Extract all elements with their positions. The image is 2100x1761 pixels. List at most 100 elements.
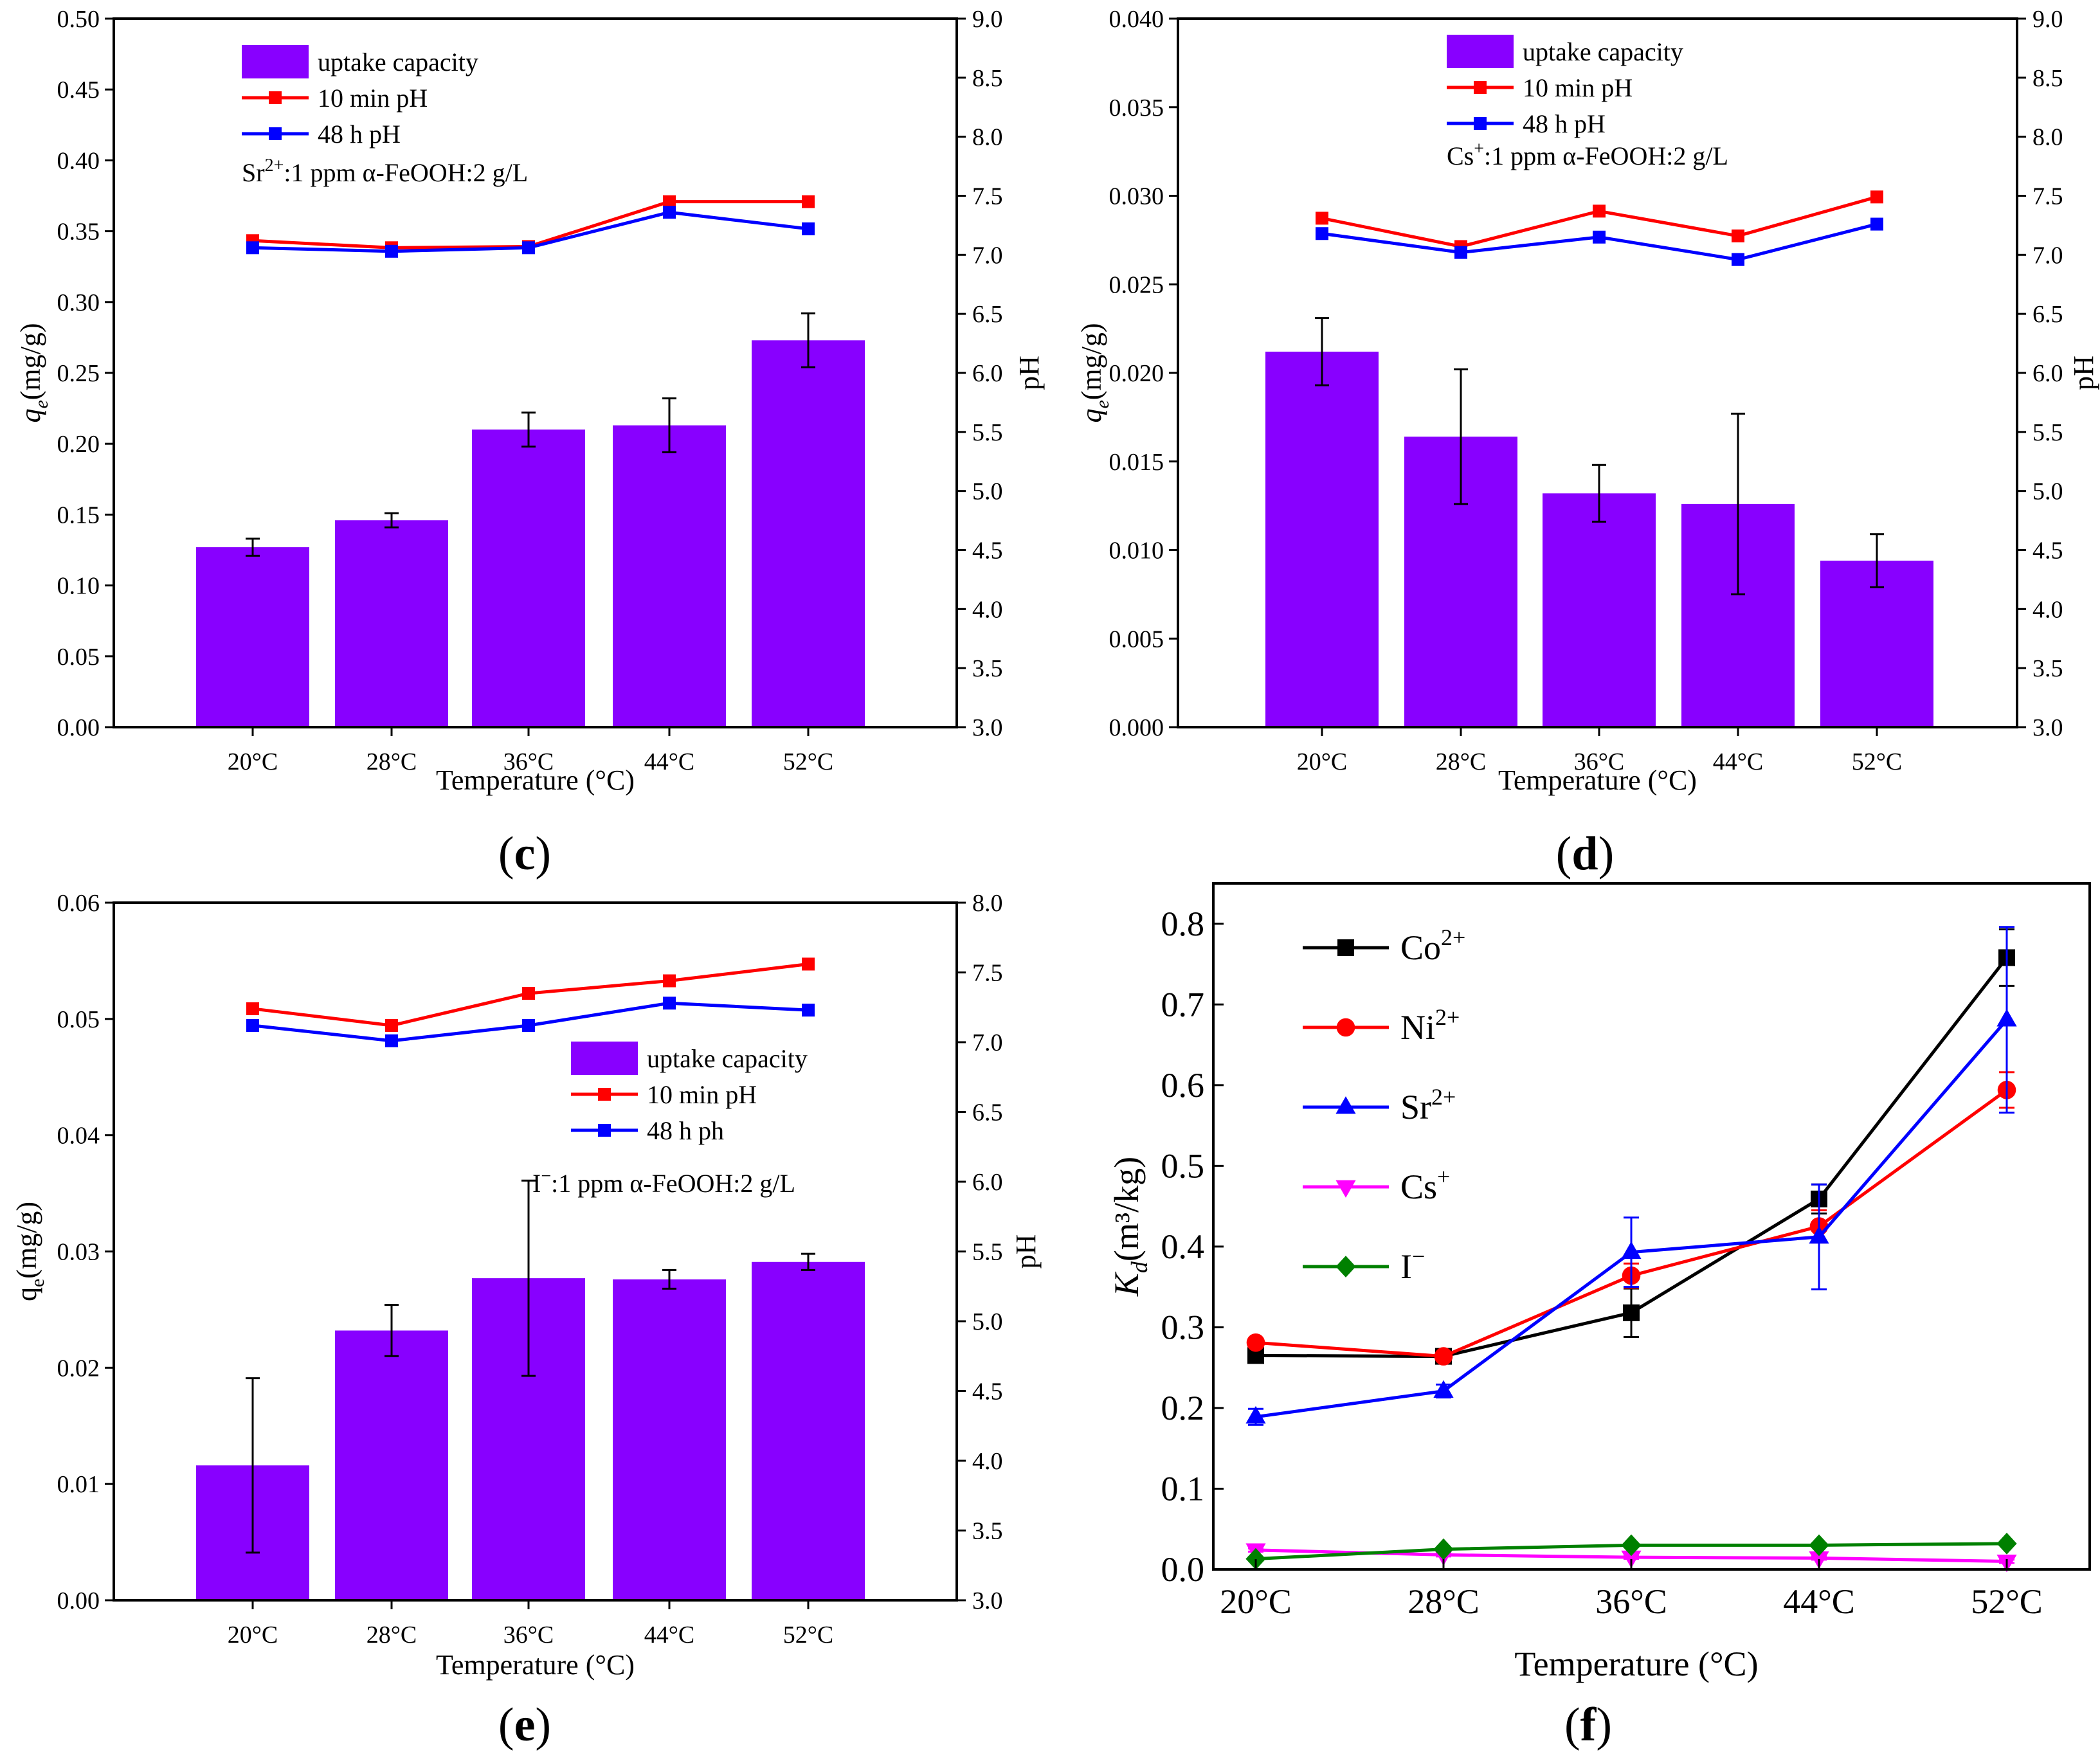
y-tick-label: 0.1 (1161, 1469, 1205, 1508)
data-point-4-4 (1996, 1532, 2017, 1555)
y2-tick-label: 4.5 (972, 537, 1003, 564)
legend-marker (1335, 1180, 1356, 1198)
legend: uptake capacity 10 min pH 48 h pH (242, 45, 478, 149)
x-tick-label: 36°C (1574, 748, 1625, 775)
bar-error-d-0 (1315, 317, 1329, 386)
y-tick-label: 0.45 (57, 77, 100, 104)
legend-label: uptake capacity (1523, 37, 1683, 66)
y-axis-title: qe(mg/g) (11, 1202, 48, 1301)
y-tick-label: 0.10 (57, 573, 100, 600)
y2-tick-label: 4.0 (972, 1448, 1003, 1475)
y2-tick-label: 4.5 (2032, 537, 2063, 564)
x-tick-label: 44°C (1783, 1582, 1855, 1621)
x-tick-label: 28°C (1436, 748, 1487, 775)
y-tick-label: 0.0 (1161, 1550, 1205, 1589)
ph-point-e-0-4 (802, 957, 815, 971)
panel-label: (d) (1556, 827, 1614, 880)
y2-tick-label: 8.0 (972, 124, 1003, 151)
y-tick-label: 0.8 (1161, 905, 1205, 943)
annotation: Sr2+:1 ppm α-FeOOH:2 g/L (242, 156, 528, 187)
bar-error-c-3 (662, 397, 676, 453)
legend-marker (1474, 81, 1487, 94)
chart-panel-d: 0.000 0.005 0.010 0.015 0.020 0.025 0.030 0.035… (1076, 6, 2099, 880)
bar-error-c-4 (801, 312, 815, 368)
y2-axis-title: pH (2068, 356, 2099, 390)
y2-tick-label: 8.5 (972, 65, 1003, 92)
x-tick-label: 44°C (644, 1621, 695, 1648)
panel-label: (f) (1564, 1699, 1612, 1751)
legend: Co2+ Ni2+ Sr2+ Cs+ I− (1303, 925, 1465, 1286)
data-point-4-1 (1433, 1538, 1454, 1560)
ph-point-e-0-3 (663, 974, 676, 988)
chart-panel-c: 0.00 0.05 0.10 0.15 0.20 0.25 0.30 0.35 0.40 0.45… (15, 6, 1045, 880)
x-tick-label: 20°C (228, 748, 278, 775)
bar-c-1 (335, 520, 448, 727)
y2-tick-label: 9.0 (2032, 6, 2063, 33)
y-axis-title: Kd(m³/kg) (1107, 1157, 1152, 1297)
legend-label: 10 min pH (647, 1080, 757, 1109)
legend-label: Co2+ (1400, 925, 1465, 967)
y2-axis-title: pH (1013, 356, 1045, 390)
bar-c-4 (752, 340, 865, 727)
y-tick-label: 0.00 (57, 1587, 100, 1614)
bar-error-d-3 (1731, 412, 1745, 595)
x-tick-label: 52°C (1971, 1582, 2043, 1621)
ph-point-c-1-1 (385, 244, 398, 258)
legend-label: uptake capacity (647, 1044, 808, 1073)
x-axis-title: Temperature (°C) (436, 764, 635, 796)
y-axis-title: qe(mg/g) (1076, 323, 1113, 422)
y2-tick-label: 3.0 (2032, 714, 2063, 741)
ph-point-d-1-3 (1732, 253, 1744, 266)
x-tick-label: 44°C (644, 748, 695, 775)
y2-tick-label: 7.0 (2032, 242, 2063, 269)
y-tick-label: 0.3 (1161, 1308, 1205, 1346)
ph-point-c-1-3 (663, 206, 676, 219)
y2-tick-label: 7.5 (972, 183, 1003, 210)
y2-tick-label: 7.5 (2032, 183, 2063, 210)
y2-tick-label: 5.5 (972, 1239, 1003, 1266)
y-tick-label: 0.05 (57, 1006, 100, 1033)
legend-marker (269, 91, 282, 104)
legend-label: 48 h pH (318, 120, 401, 149)
bar-d-2 (1543, 493, 1656, 727)
legend-label: Cs+ (1400, 1164, 1450, 1206)
y-tick-label: 0.15 (57, 501, 100, 528)
legend-label: 10 min pH (1523, 73, 1633, 102)
y-tick-label: 0.035 (1109, 95, 1164, 122)
legend-label: Sr2+ (1400, 1084, 1456, 1126)
legend-label: 48 h ph (647, 1116, 724, 1145)
ph-point-d-0-2 (1593, 204, 1606, 218)
bar-error-d-4 (1870, 533, 1884, 588)
x-tick-label: 28°C (367, 1621, 417, 1648)
ph-point-d-0-0 (1316, 212, 1328, 225)
y-tick-label: 0.000 (1109, 714, 1164, 741)
legend-marker (1336, 1018, 1355, 1037)
x-tick-label: 20°C (1297, 748, 1348, 775)
y-tick-label: 0.02 (57, 1355, 100, 1382)
ph-point-d-1-2 (1593, 230, 1606, 244)
x-tick-label: 20°C (1220, 1582, 1292, 1621)
y-tick-label: 0.6 (1161, 1066, 1205, 1105)
bar-error-e-0 (246, 1377, 260, 1554)
data-point-0-2 (1623, 1304, 1640, 1321)
data-point-2-0 (1245, 1405, 1266, 1424)
data-point-2-2 (1621, 1241, 1642, 1260)
ph-point-e-1-0 (246, 1018, 259, 1032)
ph-point-c-0-3 (663, 195, 676, 208)
y2-tick-label: 4.0 (972, 596, 1003, 623)
legend-label: 10 min pH (318, 84, 428, 113)
bar-error-c-2 (521, 411, 536, 448)
data-point-4-2 (1621, 1534, 1642, 1557)
bar-error-e-4 (801, 1252, 815, 1271)
y2-tick-label: 7.0 (972, 242, 1003, 269)
x-tick-label: 28°C (1408, 1582, 1480, 1621)
y-tick-label: 0.030 (1109, 183, 1164, 210)
y-tick-label: 0.04 (57, 1123, 100, 1150)
legend-bar-swatch (1447, 35, 1514, 68)
bar-e-1 (335, 1330, 448, 1600)
ph-point-e-0-2 (522, 987, 535, 1000)
bar-error-e-1 (385, 1304, 399, 1357)
y-tick-label: 0.35 (57, 219, 100, 246)
bar-error-c-1 (385, 512, 399, 528)
